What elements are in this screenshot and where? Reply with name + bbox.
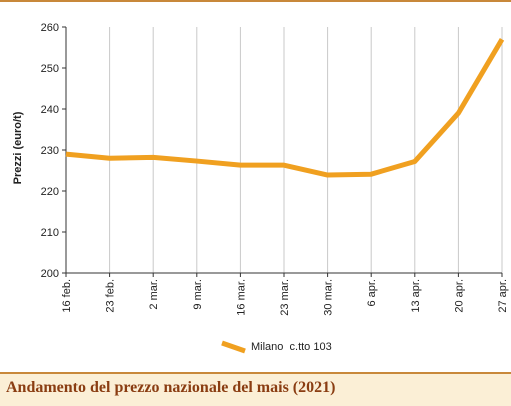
y-axis-title: Prezzi (euro/t) (12, 111, 24, 184)
y-tick-label: 260 (41, 22, 59, 34)
line-chart: 200 210 220 230 240 250 260 16 feb. 23 feb. 2 ma… (12, 22, 509, 354)
x-tick-label: 16 mar. (235, 279, 247, 316)
x-tick-label: 2 mar. (148, 279, 160, 310)
caption-band: Andamento del prezzo nazionale del mais … (0, 372, 511, 406)
legend-label-milano: Milano c.tto 103 (251, 341, 332, 353)
y-tick-label: 240 (41, 104, 59, 116)
legend-swatch-milano (221, 340, 246, 354)
x-tick-label: 27 apr. (497, 279, 509, 313)
chart-title: Andamento del prezzo nazionale del mais … (6, 379, 336, 396)
top-rule (0, 0, 511, 2)
x-tick-label: 9 mar. (192, 279, 204, 310)
x-tick-label: 16 feb. (61, 279, 73, 313)
x-tick-labels: 16 feb. 23 feb. 2 mar. 9 mar. 16 mar. 23 mar.… (61, 279, 509, 316)
x-tick-label: 23 mar. (279, 279, 291, 316)
x-tick-label: 13 apr. (410, 279, 422, 313)
series-line-milano (65, 38, 505, 178)
x-tick-label: 23 feb. (105, 279, 117, 313)
y-tick-label: 250 (41, 63, 59, 75)
grid-lines (109, 27, 503, 273)
axes (62, 26, 503, 277)
y-tick-labels: 200 210 220 230 240 250 260 (41, 22, 59, 280)
y-tick-label: 200 (41, 268, 59, 280)
y-tick-label: 220 (41, 186, 59, 198)
series-lines (65, 38, 505, 178)
x-tick-label: 6 apr. (366, 279, 378, 307)
y-tick-label: 230 (41, 145, 59, 157)
x-tick-label: 30 mar. (323, 279, 335, 316)
y-tick-label: 210 (41, 227, 59, 239)
legend: Milano c.tto 103 (221, 340, 332, 354)
x-tick-label: 20 apr. (453, 279, 465, 313)
